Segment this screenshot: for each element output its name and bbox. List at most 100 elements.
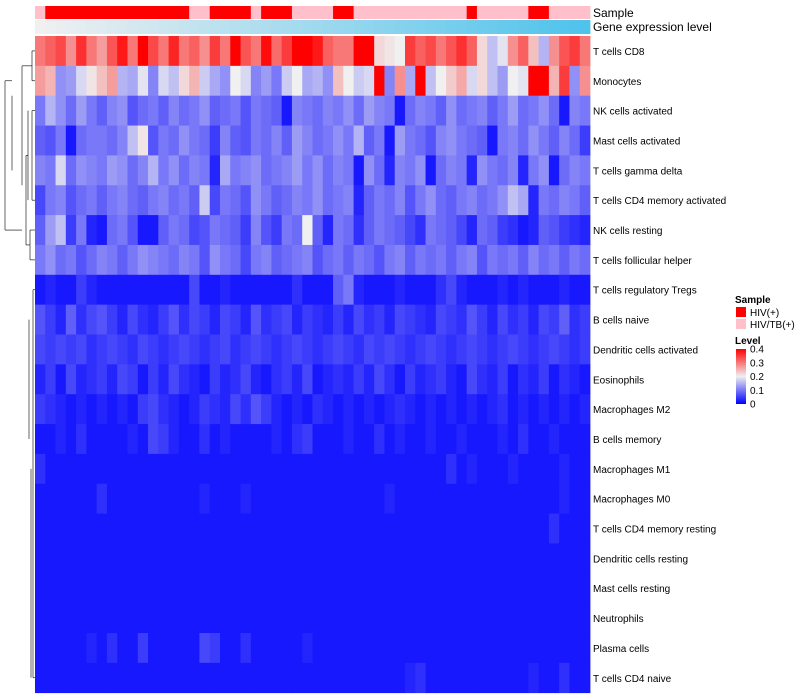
heatmap-cell	[394, 573, 406, 604]
heatmap-cell	[394, 483, 406, 514]
heatmap-cell	[168, 65, 180, 97]
heatmap-cell	[425, 304, 437, 335]
heatmap-cell	[559, 274, 570, 306]
heatmap-cell	[559, 543, 570, 574]
heatmap-cell	[579, 453, 591, 485]
heatmap-cell	[405, 513, 416, 544]
heatmap-cell	[435, 95, 447, 126]
row-label: Macrophages M1	[593, 465, 671, 476]
heatmap-cell	[487, 394, 498, 425]
heatmap-cell	[45, 185, 56, 216]
heatmap-cell	[435, 65, 447, 97]
sample-annotation-cell	[425, 6, 437, 19]
heatmap-cell	[579, 185, 591, 216]
heatmap-cell	[435, 513, 447, 544]
heatmap-cell	[35, 513, 46, 544]
heatmap-cell	[35, 304, 46, 335]
heatmap-cell	[435, 603, 447, 634]
heatmap-cell	[487, 543, 498, 574]
heatmap-cell	[569, 513, 581, 544]
heatmap-cell	[65, 125, 77, 156]
heatmap-cell	[466, 633, 478, 664]
heatmap-cell	[55, 573, 67, 604]
heatmap-cell	[65, 483, 77, 514]
heatmap-cell	[363, 155, 375, 186]
heatmap-cell	[189, 543, 200, 574]
heatmap-cell	[569, 573, 581, 604]
heatmap-cell	[569, 244, 581, 276]
heatmap-cell	[45, 274, 56, 306]
heatmap-cell	[137, 364, 149, 395]
heatmap-cell	[538, 513, 550, 544]
heatmap-cell	[35, 633, 46, 664]
heatmap-cell	[230, 334, 241, 365]
heatmap-cell	[168, 215, 180, 246]
heatmap-cell	[137, 424, 149, 455]
heatmap-cell	[579, 65, 591, 97]
heatmap-cell	[137, 215, 149, 246]
heatmap-cell	[250, 513, 262, 544]
heatmap-cell	[220, 304, 231, 335]
heatmap-cell	[415, 155, 426, 186]
heatmap-cell	[261, 513, 272, 544]
heatmap-cell	[55, 95, 67, 126]
heatmap-cell	[178, 334, 190, 365]
heatmap-cell	[476, 573, 488, 604]
heatmap-cell	[117, 95, 128, 126]
heatmap-cell	[446, 394, 457, 425]
heatmap-cell	[476, 95, 488, 126]
heatmap-cell	[446, 125, 457, 156]
heatmap-cell	[271, 155, 283, 186]
heatmap-cell	[322, 394, 334, 425]
heatmap-cell	[86, 662, 98, 694]
heatmap-cell	[117, 65, 128, 97]
heatmap-cell	[127, 394, 139, 425]
heatmap-cell	[322, 185, 334, 216]
heatmap-cell	[446, 334, 457, 365]
legend-title-sample: Sample	[735, 295, 771, 306]
heatmap-cell	[302, 424, 313, 455]
heatmap-cell	[199, 334, 211, 365]
sample-annotation-cell	[518, 6, 529, 19]
heatmap-cell	[466, 244, 478, 276]
expression-annotation-cell	[65, 20, 77, 34]
heatmap-cell	[189, 633, 200, 664]
heatmap-cell	[312, 36, 324, 67]
heatmap-cell	[435, 364, 447, 395]
heatmap-cell	[538, 215, 550, 246]
heatmap-cell	[435, 36, 447, 67]
heatmap-cell	[548, 185, 560, 216]
heatmap-cell	[209, 36, 221, 67]
heatmap-cell	[487, 513, 498, 544]
heatmap-cell	[559, 662, 570, 694]
heatmap-cell	[425, 185, 437, 216]
heatmap-cell	[189, 334, 200, 365]
heatmap-cell	[220, 483, 231, 514]
heatmap-cell	[415, 513, 426, 544]
heatmap-cell	[65, 364, 77, 395]
heatmap-cell	[507, 513, 519, 544]
heatmap-cell	[312, 453, 324, 485]
heatmap-cell	[415, 453, 426, 485]
heatmap-cell	[106, 603, 118, 634]
heatmap-cell	[45, 513, 56, 544]
heatmap-cell	[312, 633, 324, 664]
annotation-label-expression: Gene expression level	[593, 20, 712, 34]
heatmap-cell	[405, 125, 416, 156]
heatmap-cell	[281, 215, 293, 246]
heatmap-cell	[302, 543, 313, 574]
heatmap-cell	[45, 36, 56, 67]
heatmap-cell	[569, 155, 581, 186]
heatmap-cell	[220, 573, 231, 604]
heatmap-cell	[250, 483, 262, 514]
heatmap-cell	[199, 215, 211, 246]
heatmap-cell	[497, 513, 509, 544]
heatmap-cell	[353, 453, 365, 485]
heatmap-cell	[405, 334, 416, 365]
heatmap-cell	[497, 274, 509, 306]
heatmap-cell	[518, 215, 529, 246]
heatmap-cell	[106, 453, 118, 485]
heatmap-cell	[76, 274, 87, 306]
heatmap-cell	[518, 394, 529, 425]
heatmap-cell	[456, 394, 468, 425]
